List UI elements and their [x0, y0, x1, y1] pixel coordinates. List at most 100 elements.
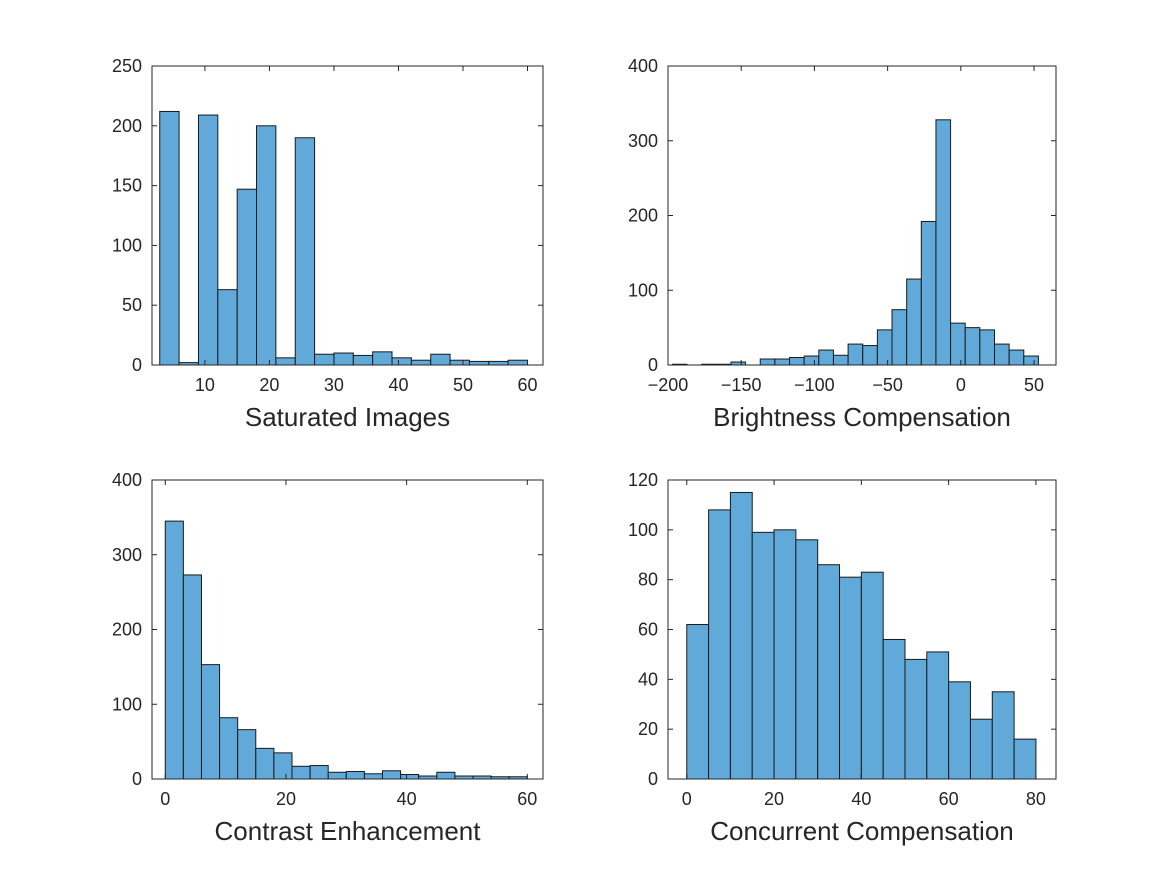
- histogram-bar: [275, 357, 296, 366]
- histogram-bar: [294, 137, 316, 366]
- y-tick-label: 100: [628, 520, 658, 540]
- histogram-bar: [979, 329, 995, 366]
- histogram-bar: [950, 322, 966, 366]
- x-tick-label: 20: [259, 375, 279, 395]
- histogram-bar: [507, 359, 529, 366]
- histogram-bar: [345, 771, 365, 780]
- x-tick-label: −200: [648, 375, 689, 395]
- histogram-bar: [926, 651, 950, 780]
- histogram-bar: [708, 509, 731, 780]
- x-tick-label: 60: [939, 789, 959, 809]
- y-tick-label: 0: [132, 769, 142, 789]
- histogram-bar: [1013, 738, 1037, 780]
- histogram-concurrent-compensation: 0 20 40 60 80 0 20 40 60 80 100 120 Concurrent Compe…: [628, 470, 1057, 846]
- y-tick-label: 0: [648, 769, 658, 789]
- histogram-bar: [400, 774, 420, 780]
- histogram-bar: [904, 658, 928, 780]
- y-tick-label: 400: [628, 56, 658, 76]
- histogram-bar: [468, 360, 490, 366]
- histogram-bar: [876, 329, 893, 366]
- histogram-bar: [382, 770, 402, 780]
- x-tick-label: 20: [764, 789, 784, 809]
- histogram-bar: [372, 351, 393, 366]
- histogram-bar: [773, 529, 797, 780]
- y-tick-label: 300: [628, 131, 658, 151]
- histogram-bar: [256, 125, 277, 366]
- histogram-bar: [309, 765, 329, 780]
- histogram-contrast-enhancement: 0 20 40 60 0 100 200 300 400 Contrast Enhancement: [112, 470, 544, 846]
- histogram-bar: [197, 114, 219, 366]
- x-tick-label: −50: [872, 375, 903, 395]
- x-tick-label: 50: [453, 375, 473, 395]
- y-tick-label: 200: [112, 620, 142, 640]
- y-tick-label: 400: [112, 470, 142, 490]
- histogram-bar: [789, 357, 805, 366]
- x-axis-label: Brightness Compensation: [713, 402, 1011, 432]
- x-tick-label: 0: [160, 789, 170, 809]
- y-tick-label: 0: [648, 355, 658, 375]
- x-tick-label: 50: [1024, 375, 1044, 395]
- x-tick-label: 60: [517, 375, 537, 395]
- histogram-bar: [803, 355, 820, 366]
- x-tick-label: 60: [517, 789, 537, 809]
- histogram-bar: [906, 278, 922, 366]
- x-tick-label: 20: [276, 789, 296, 809]
- histogram-bar: [327, 771, 347, 780]
- y-tick-label: 60: [638, 620, 658, 640]
- histogram-bar: [236, 188, 258, 366]
- histogram-bar: [237, 729, 257, 780]
- y-tick-label: 250: [112, 56, 142, 76]
- histogram-bar: [964, 327, 981, 366]
- x-axis-label: Saturated Images: [245, 402, 450, 432]
- x-tick-label: 10: [195, 375, 215, 395]
- histogram-bar: [219, 717, 239, 780]
- histogram-bar: [891, 309, 908, 366]
- y-tick-label: 100: [112, 694, 142, 714]
- histogram-bar: [291, 765, 311, 780]
- histogram-bar: [314, 353, 335, 366]
- histogram-bar: [686, 624, 710, 780]
- histogram-bar: [729, 491, 753, 780]
- axes-frame: [151, 65, 544, 366]
- x-tick-label: 40: [397, 789, 417, 809]
- x-tick-label: 0: [682, 789, 692, 809]
- histogram-bar: [991, 691, 1015, 780]
- histogram-bar: [333, 352, 354, 366]
- histogram-bar: [862, 345, 878, 366]
- histogram-bar: [882, 638, 906, 780]
- histogram-bar: [488, 360, 509, 366]
- histogram-bar: [430, 353, 451, 366]
- histogram-bar: [795, 539, 819, 780]
- histogram-bar: [352, 354, 374, 366]
- x-tick-label: 40: [388, 375, 408, 395]
- histogram-bar: [255, 747, 275, 780]
- histogram-brightness-compensation: −200 −150 −100 −50 0 50 0 100 200 300 400 Brightnes…: [628, 56, 1057, 432]
- x-axis-label: Contrast Enhancement: [215, 816, 482, 846]
- histogram-bar: [774, 358, 791, 366]
- y-tick-label: 20: [638, 719, 658, 739]
- x-tick-label: 80: [1026, 789, 1046, 809]
- histogram-bar: [832, 354, 849, 366]
- histogram-bar: [839, 576, 862, 780]
- histogram-bar: [817, 564, 841, 780]
- x-tick-label: −150: [721, 375, 762, 395]
- y-tick-label: 120: [628, 470, 658, 490]
- histogram-bar: [159, 110, 180, 366]
- histogram-bar: [164, 520, 184, 780]
- y-tick-label: 100: [628, 280, 658, 300]
- x-axis-label: Concurrent Compensation: [710, 816, 1014, 846]
- histogram-bar: [1008, 349, 1025, 366]
- y-tick-label: 0: [132, 355, 142, 375]
- y-tick-label: 80: [638, 570, 658, 590]
- axes-frame: [667, 65, 1057, 366]
- histogram-saturated-images: 10 20 30 40 50 60 0 50 100 150 200 250 Saturated Ima…: [112, 56, 544, 432]
- histogram-bar: [182, 574, 202, 780]
- y-tick-label: 50: [122, 295, 142, 315]
- histogram-bar: [847, 343, 864, 366]
- histogram-bar: [969, 718, 993, 780]
- y-tick-label: 40: [638, 669, 658, 689]
- histogram-bar: [948, 681, 971, 780]
- histogram-bar: [759, 358, 776, 366]
- histogram-bar: [391, 357, 412, 366]
